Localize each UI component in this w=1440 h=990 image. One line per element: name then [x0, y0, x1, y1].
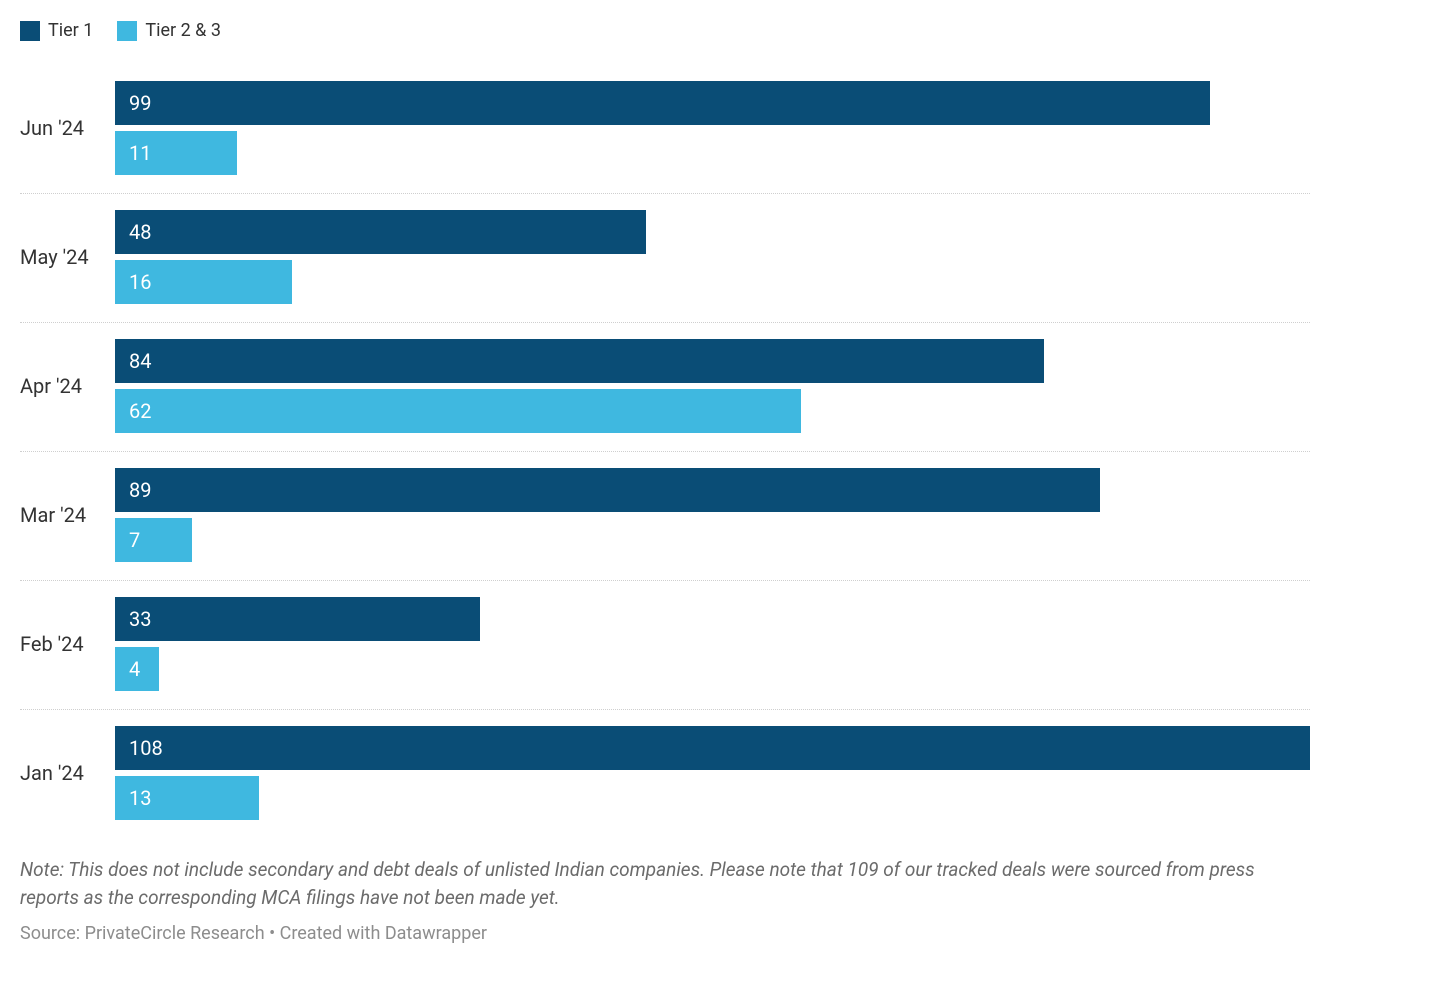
chart: Tier 1 Tier 2 & 3 Jun '2499 11 May '2448 16 A… — [20, 20, 1310, 944]
bar-value-label: 48 — [115, 220, 151, 244]
bar-tier1: 84 — [115, 339, 1044, 383]
bar-tier1: 89 — [115, 468, 1100, 512]
category-label: May '24 — [20, 210, 115, 304]
bar-value-label: 13 — [115, 786, 151, 810]
chart-row: Apr '2484 62 — [20, 323, 1310, 452]
bar-track-tier23: 62 — [115, 389, 1310, 433]
bar-value-label: 108 — [115, 736, 163, 760]
bar-track-tier23: 4 — [115, 647, 1310, 691]
bar-value-label: 16 — [115, 270, 151, 294]
bar-value-label: 11 — [115, 141, 151, 165]
legend-label-tier23: Tier 2 & 3 — [145, 20, 221, 41]
chart-row: Jan '24108 13 — [20, 710, 1310, 838]
bars-group: 33 4 — [115, 597, 1310, 691]
category-label: Mar '24 — [20, 468, 115, 562]
bar-tier23: 4 — [115, 647, 159, 691]
chart-note: Note: This does not include secondary an… — [20, 856, 1280, 911]
bar-value-label: 89 — [115, 478, 151, 502]
bar-track-tier23: 7 — [115, 518, 1310, 562]
bar-track-tier1: 48 — [115, 210, 1310, 254]
category-label: Feb '24 — [20, 597, 115, 691]
bar-value-label: 7 — [115, 528, 140, 552]
bars-group: 108 13 — [115, 726, 1310, 820]
bar-value-label: 62 — [115, 399, 151, 423]
bar-track-tier1: 99 — [115, 81, 1310, 125]
bar-track-tier1: 108 — [115, 726, 1310, 770]
bar-tier23: 13 — [115, 776, 259, 820]
bar-track-tier1: 84 — [115, 339, 1310, 383]
bar-tier23: 7 — [115, 518, 192, 562]
bar-track-tier1: 89 — [115, 468, 1310, 512]
bar-value-label: 99 — [115, 91, 151, 115]
bar-track-tier1: 33 — [115, 597, 1310, 641]
bars-group: 99 11 — [115, 81, 1310, 175]
bar-tier1: 33 — [115, 597, 480, 641]
chart-rows: Jun '2499 11 May '2448 16 Apr '2484 62 Mar '24… — [20, 65, 1310, 838]
bar-tier1: 108 — [115, 726, 1310, 770]
category-label: Jan '24 — [20, 726, 115, 820]
bar-tier23: 16 — [115, 260, 292, 304]
legend-swatch-tier23 — [117, 21, 137, 41]
legend-item-tier23: Tier 2 & 3 — [117, 20, 221, 41]
chart-row: Jun '2499 11 — [20, 65, 1310, 194]
legend-label-tier1: Tier 1 — [48, 20, 93, 41]
chart-source: Source: PrivateCircle Research • Created… — [20, 923, 1310, 944]
chart-row: Feb '2433 4 — [20, 581, 1310, 710]
legend-swatch-tier1 — [20, 21, 40, 41]
chart-row: May '2448 16 — [20, 194, 1310, 323]
bar-tier1: 99 — [115, 81, 1210, 125]
category-label: Apr '24 — [20, 339, 115, 433]
bars-group: 89 7 — [115, 468, 1310, 562]
bar-tier23: 62 — [115, 389, 801, 433]
bar-track-tier23: 11 — [115, 131, 1310, 175]
bar-value-label: 33 — [115, 607, 151, 631]
bar-value-label: 4 — [115, 657, 140, 681]
bar-track-tier23: 13 — [115, 776, 1310, 820]
legend: Tier 1 Tier 2 & 3 — [20, 20, 1310, 41]
legend-item-tier1: Tier 1 — [20, 20, 93, 41]
category-label: Jun '24 — [20, 81, 115, 175]
bar-tier23: 11 — [115, 131, 237, 175]
chart-row: Mar '2489 7 — [20, 452, 1310, 581]
bars-group: 48 16 — [115, 210, 1310, 304]
bars-group: 84 62 — [115, 339, 1310, 433]
bar-track-tier23: 16 — [115, 260, 1310, 304]
bar-tier1: 48 — [115, 210, 646, 254]
bar-value-label: 84 — [115, 349, 151, 373]
